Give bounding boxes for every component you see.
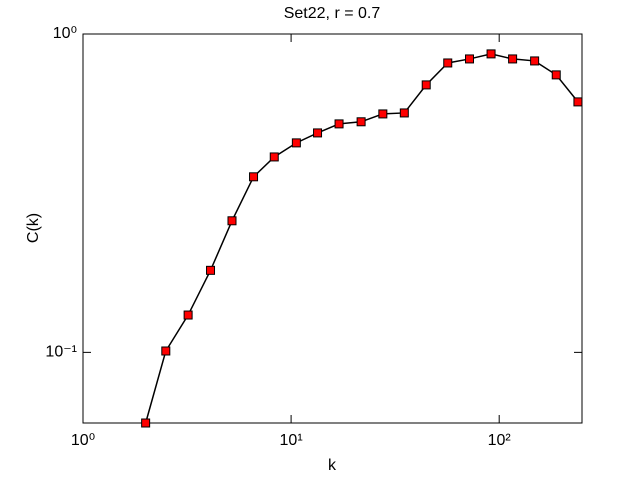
marker (334, 119, 344, 129)
x-tick-label: 10¹ (280, 432, 303, 449)
marker (421, 80, 431, 90)
marker (227, 216, 237, 226)
chart-title: Set22, r = 0.7 (284, 5, 381, 22)
marker (486, 49, 496, 59)
y-axis-label: C(k) (25, 213, 42, 243)
marker (508, 54, 518, 64)
marker (161, 346, 171, 356)
marker (465, 54, 475, 64)
y-tick-label: 10⁻¹ (45, 344, 77, 361)
x-tick-label: 10⁰ (71, 432, 95, 449)
y-tick-label: 10⁰ (53, 25, 77, 42)
marker (291, 138, 301, 148)
marker (530, 56, 540, 66)
marker (356, 117, 366, 127)
marker (183, 310, 193, 320)
marker (573, 97, 583, 107)
marker (551, 70, 561, 80)
marker (399, 108, 409, 118)
marker (141, 418, 151, 428)
marker (443, 58, 453, 68)
marker (206, 265, 216, 275)
x-axis-label: k (328, 457, 337, 474)
marker (249, 172, 259, 182)
marker (269, 152, 279, 162)
plot-box (82, 33, 583, 424)
marker (313, 128, 323, 138)
marker (378, 109, 388, 119)
x-tick-label: 10² (488, 432, 512, 449)
